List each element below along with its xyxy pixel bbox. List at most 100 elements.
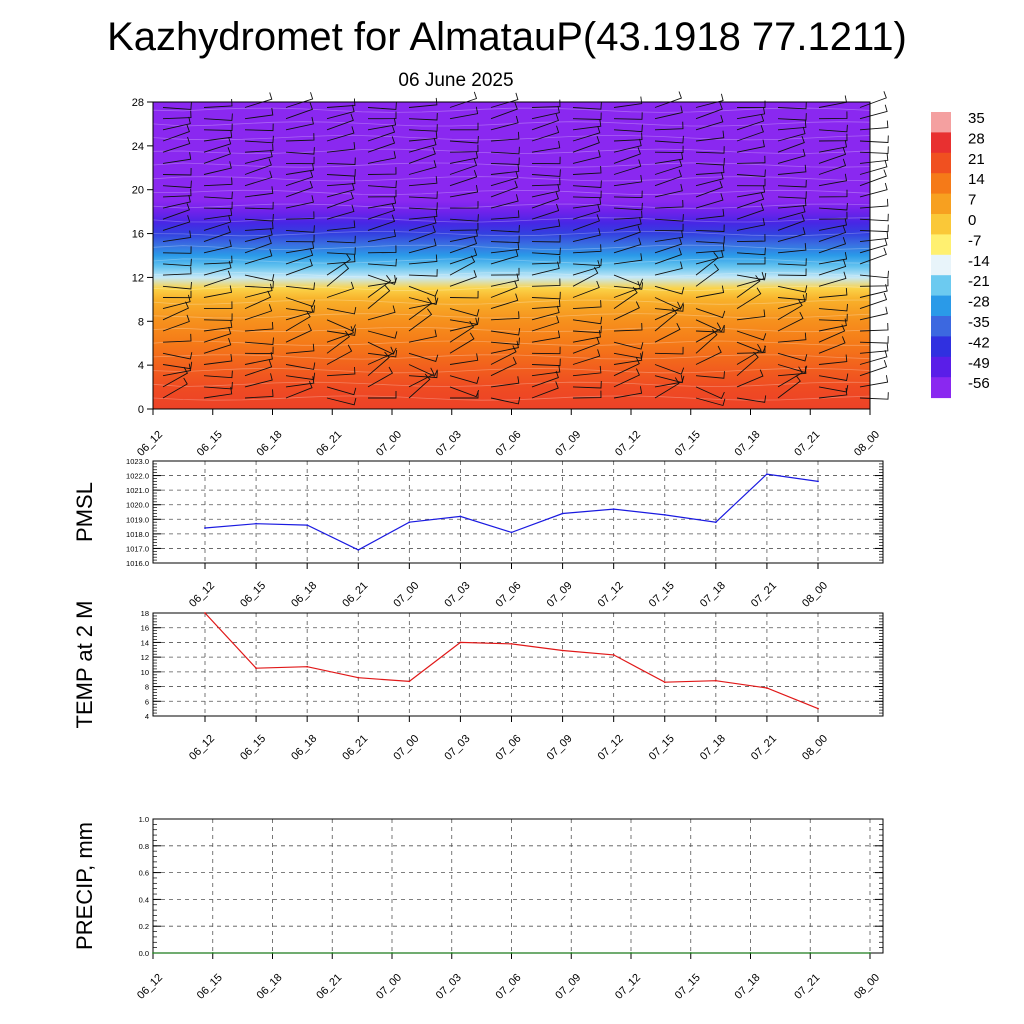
- wind-barb: [367, 102, 397, 110]
- wind-barb: [326, 182, 355, 198]
- wind-barb: [244, 274, 275, 282]
- colorbar-swatch: [931, 356, 951, 378]
- x-tick-label: 07_15: [647, 733, 677, 763]
- colorbar-label: 7: [968, 192, 976, 209]
- temperature-contour: [152, 367, 871, 374]
- wind-barb: [490, 92, 519, 108]
- x-tick-label: 07_12: [613, 972, 643, 1002]
- wind-barb: [859, 375, 889, 388]
- wind-barb: [777, 292, 807, 301]
- data-point: [869, 952, 871, 954]
- temperature-contour: [152, 203, 871, 209]
- wind-barb: [572, 336, 600, 354]
- wind-barb: [531, 177, 561, 187]
- data-point: [211, 952, 214, 954]
- x-tick-label: 06_15: [238, 580, 268, 610]
- wind-barb: [408, 112, 438, 121]
- data-point: [561, 512, 564, 515]
- wind-barb: [326, 247, 356, 255]
- wind-barb: [449, 185, 479, 198]
- wind-barb: [613, 351, 644, 359]
- wind-barb: [162, 203, 190, 220]
- wind-barb: [367, 196, 397, 209]
- data-point: [630, 952, 632, 954]
- wind-barb: [285, 147, 315, 155]
- wind-barb: [859, 238, 888, 254]
- wind-barb: [859, 213, 889, 222]
- wind-barb: [859, 306, 888, 321]
- temperature-contour: [152, 107, 871, 113]
- wind-barb: [695, 319, 725, 332]
- colorbar-label: -56: [968, 375, 990, 392]
- x-tick-label: 07_12: [596, 580, 626, 610]
- wind-barb: [859, 349, 888, 365]
- wind-barb: [203, 113, 233, 121]
- data-point: [204, 527, 206, 529]
- data-point: [510, 531, 513, 534]
- wind-barb: [572, 149, 601, 164]
- wind-barb: [859, 198, 889, 209]
- wind-barb: [326, 330, 351, 354]
- wind-barb: [449, 229, 478, 243]
- x-tick-label: 07_00: [374, 972, 404, 1002]
- wind-barb: [326, 235, 356, 244]
- wind-barb: [818, 173, 848, 187]
- y-axis-label: PRECIP, mm: [72, 822, 97, 950]
- x-tick-label: 06_15: [195, 429, 225, 459]
- wind-barb: [736, 106, 766, 120]
- wind-barb: [244, 346, 274, 355]
- wind-barb: [408, 285, 439, 297]
- wind-barb: [490, 131, 520, 142]
- wind-barb: [859, 182, 888, 198]
- x-tick-label: 07_03: [442, 580, 472, 610]
- colorbar-swatch: [931, 316, 951, 337]
- wind-barb: [572, 197, 602, 209]
- wind-barb: [450, 391, 479, 399]
- wind-barb: [654, 105, 683, 120]
- wind-barb: [203, 270, 232, 287]
- wind-barb: [367, 111, 397, 120]
- x-tick-label: 06_18: [289, 580, 319, 610]
- wind-barb: [449, 91, 478, 108]
- wind-barb: [490, 249, 519, 265]
- wind-barb: [285, 305, 316, 313]
- wind-barb: [162, 363, 192, 377]
- wind-barb: [285, 376, 315, 388]
- wind-barb: [859, 343, 889, 354]
- wind-barb: [326, 386, 357, 396]
- x-tick-label: 07_09: [545, 733, 575, 763]
- wind-barb: [326, 366, 356, 377]
- wind-barb: [818, 385, 849, 393]
- wind-barb: [613, 281, 641, 298]
- wind-barb: [777, 285, 808, 293]
- x-tick-label: 06_21: [314, 972, 344, 1002]
- wind-barb: [490, 164, 520, 175]
- wind-barb: [736, 125, 764, 142]
- x-tick-label: 06_18: [289, 733, 319, 763]
- wind-barb: [162, 352, 193, 360]
- wind-barb: [449, 255, 476, 276]
- wind-barb: [736, 369, 764, 388]
- x-tick-label: 07_00: [391, 580, 421, 610]
- wind-barb: [654, 230, 684, 243]
- wind-barb: [818, 211, 848, 220]
- wind-barb: [777, 299, 803, 321]
- wind-barb: [490, 396, 521, 405]
- data-point: [459, 515, 462, 518]
- wind-barb: [326, 281, 355, 298]
- panel-frame: [152, 818, 884, 954]
- wind-barb: [572, 260, 601, 276]
- wind-barb: [818, 287, 848, 298]
- data-point: [271, 952, 274, 954]
- wind-barb: [818, 354, 848, 365]
- wind-barb: [203, 98, 233, 108]
- wind-barb: [367, 245, 397, 254]
- x-tick-label: 07_21: [792, 972, 822, 1002]
- wind-barb: [818, 303, 848, 312]
- wind-barb: [859, 278, 889, 287]
- x-tick-label: 07_03: [434, 972, 464, 1002]
- y-tick-label: 1020.0: [126, 501, 149, 510]
- wind-barb: [654, 135, 684, 144]
- wind-barb: [490, 194, 519, 209]
